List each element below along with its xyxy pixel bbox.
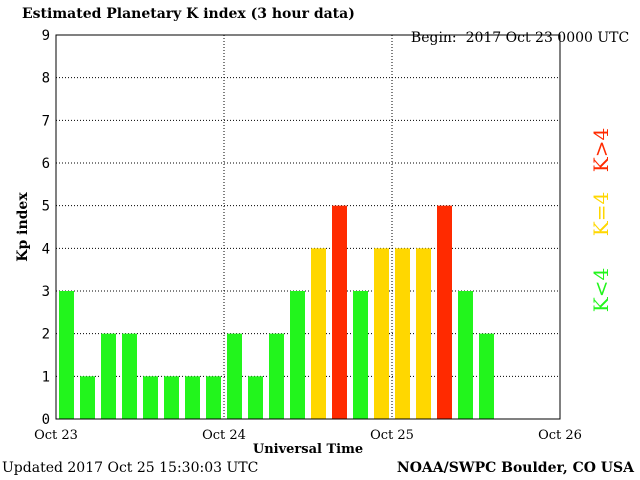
y-tick-label: 4 bbox=[42, 241, 50, 257]
plot-frame bbox=[55, 34, 561, 420]
kp-bar bbox=[248, 376, 263, 419]
kp-bar bbox=[416, 248, 431, 419]
bars bbox=[59, 205, 494, 419]
kp-bar bbox=[143, 376, 158, 419]
y-tick-label: 6 bbox=[42, 156, 50, 172]
kp-bar bbox=[80, 376, 95, 419]
kp-bar bbox=[458, 291, 473, 419]
y-tick-labels: 0 1 2 3 4 5 6 7 8 9 bbox=[42, 28, 50, 428]
y-tick-label: 0 bbox=[42, 412, 50, 428]
legend-low: K<4 bbox=[589, 268, 613, 312]
kp-bar bbox=[59, 291, 74, 419]
x-tick-label: Oct 26 bbox=[538, 428, 582, 443]
kp-bar bbox=[227, 333, 242, 419]
y-tick-label: 3 bbox=[42, 284, 50, 300]
kp-bar bbox=[185, 376, 200, 419]
x-tick-labels: Oct 23 Oct 24 Oct 25 Oct 26 bbox=[34, 428, 582, 443]
kp-bar bbox=[395, 248, 410, 419]
kp-bar bbox=[332, 205, 347, 419]
begin-time: Begin: 2017 Oct 23 0000 UTC bbox=[402, 14, 629, 46]
kp-bar bbox=[437, 205, 452, 419]
kp-bar bbox=[164, 376, 179, 419]
y-tick-label: 9 bbox=[42, 28, 50, 44]
updated-timestamp: Updated 2017 Oct 25 15:30:03 UTC bbox=[2, 460, 259, 476]
x-tick-label: Oct 23 bbox=[34, 428, 78, 443]
legend-mid: K=4 bbox=[589, 192, 613, 236]
begin-value: 2017 Oct 23 0000 UTC bbox=[465, 30, 630, 46]
y-tick-label: 5 bbox=[42, 199, 50, 215]
grid-lines bbox=[56, 35, 560, 419]
y-tick-label: 2 bbox=[42, 327, 50, 343]
y-axis-label: Kp index bbox=[15, 192, 31, 262]
y-tick-label: 1 bbox=[42, 369, 50, 385]
kp-bar bbox=[101, 333, 116, 419]
kp-bar bbox=[374, 248, 389, 419]
kp-bar bbox=[269, 333, 284, 419]
x-tick-label: Oct 25 bbox=[370, 428, 414, 443]
begin-label: Begin: bbox=[410, 30, 457, 46]
kp-bar bbox=[311, 248, 326, 419]
kp-bar bbox=[206, 376, 221, 419]
x-axis-label: Universal Time bbox=[253, 442, 363, 457]
chart-title: Estimated Planetary K index (3 hour data… bbox=[22, 6, 355, 22]
legend-high: K>4 bbox=[589, 128, 613, 172]
kp-bar bbox=[353, 291, 368, 419]
y-tick-label: 8 bbox=[42, 71, 50, 87]
y-tick-label: 7 bbox=[42, 113, 50, 129]
kp-bar bbox=[290, 291, 305, 419]
x-tick-label: Oct 24 bbox=[202, 428, 246, 443]
kp-bar bbox=[122, 333, 137, 419]
kp-bar bbox=[479, 333, 494, 419]
credit-label: NOAA/SWPC Boulder, CO USA bbox=[396, 460, 634, 476]
